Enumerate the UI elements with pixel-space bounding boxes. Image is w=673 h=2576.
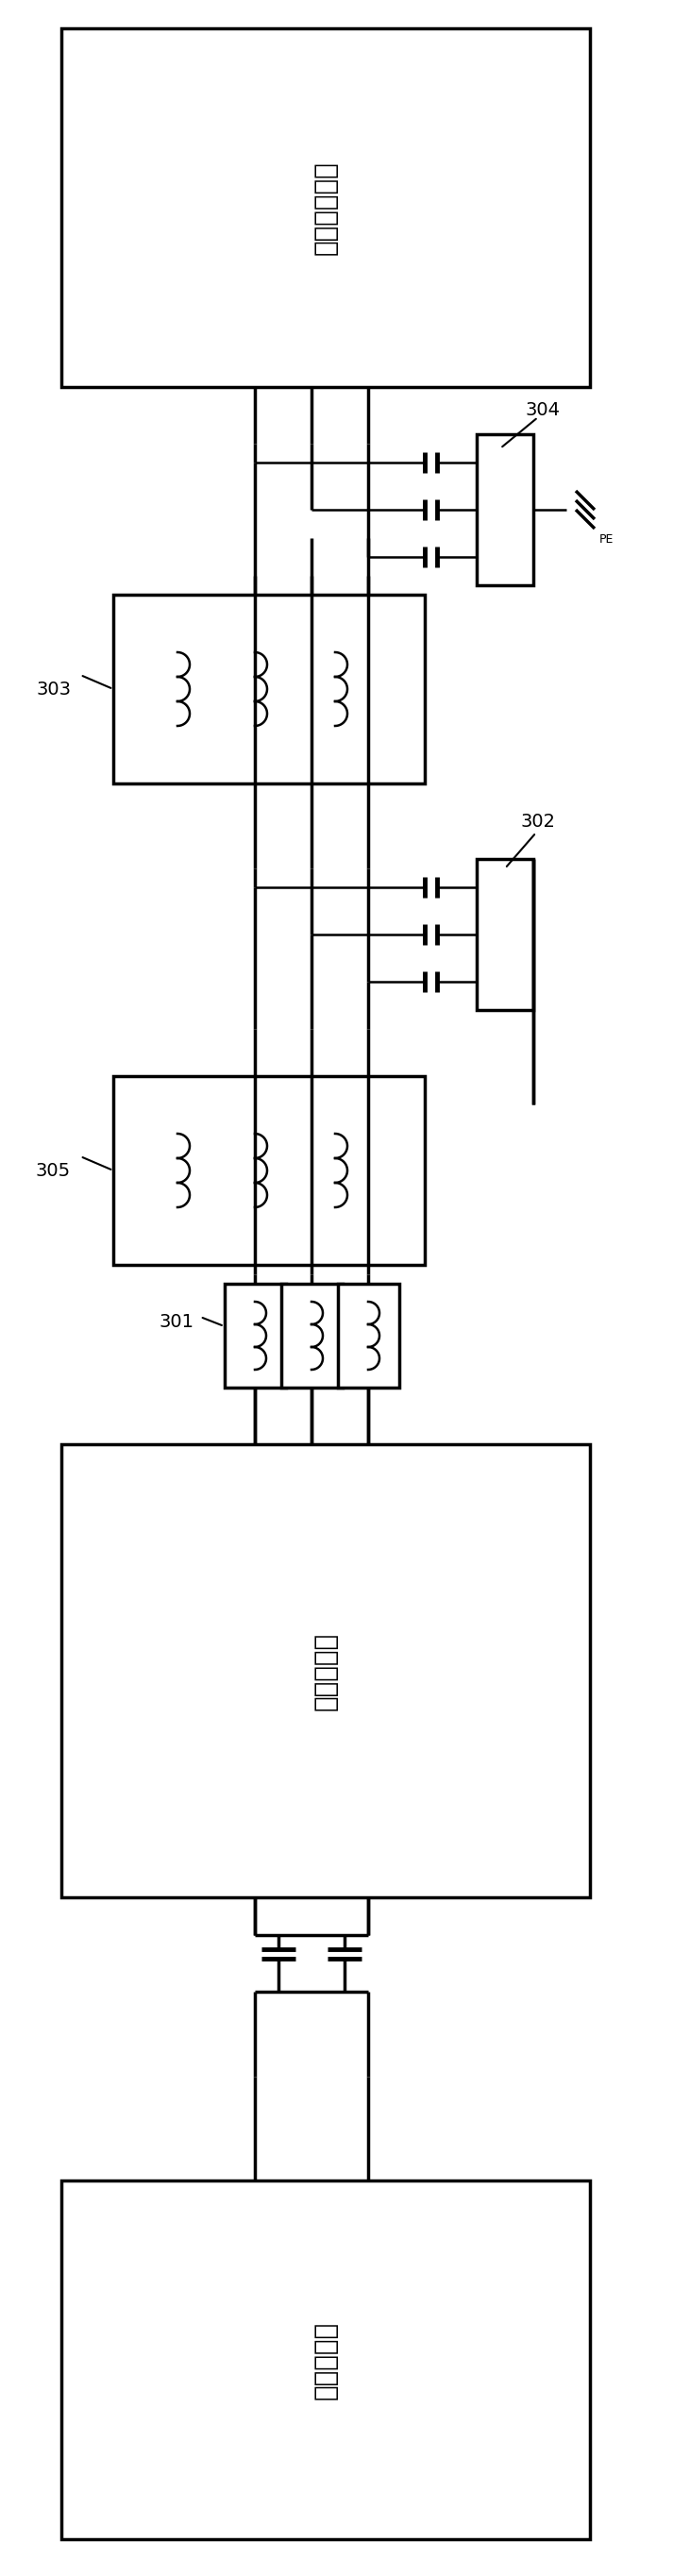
- Text: 301: 301: [159, 1314, 194, 1329]
- Text: 305: 305: [36, 1162, 71, 1180]
- Bar: [476, 858, 533, 1010]
- Bar: [224, 1283, 285, 1388]
- Bar: [113, 1077, 425, 1265]
- Text: PE: PE: [600, 533, 614, 546]
- Bar: [61, 2179, 590, 2540]
- Bar: [113, 595, 425, 783]
- Text: 303: 303: [36, 680, 71, 698]
- Bar: [61, 1445, 590, 1899]
- Text: 302: 302: [520, 811, 555, 829]
- Bar: [476, 435, 533, 585]
- Bar: [281, 1283, 342, 1388]
- Bar: [337, 1283, 399, 1388]
- Text: 304: 304: [526, 402, 560, 420]
- Text: 系统低压电网: 系统低压电网: [312, 160, 339, 255]
- Text: 交流变换器: 交流变换器: [312, 1631, 339, 1710]
- Bar: [61, 28, 590, 386]
- Text: 光伏电池板: 光伏电池板: [312, 2321, 339, 2398]
